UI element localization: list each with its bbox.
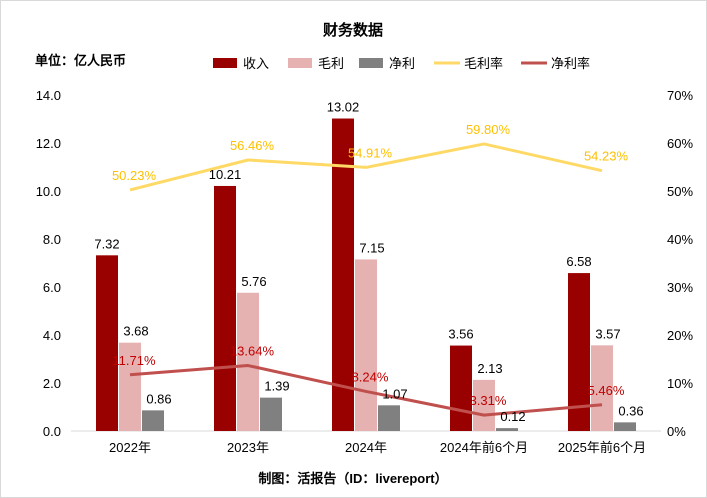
bar-净利 [142, 410, 164, 431]
bar-label-毛利: 2.13 [477, 361, 502, 376]
y-right-tick: 70% [667, 88, 693, 103]
y-left-tick: 10.0 [36, 184, 61, 199]
bar-label-收入: 6.58 [566, 254, 591, 269]
line-label-净利率: 11.71% [112, 353, 156, 368]
line-label-毛利率: 54.91% [348, 145, 393, 160]
line-label-净利率: 13.64% [230, 344, 275, 359]
line-label-毛利率: 54.23% [584, 149, 629, 164]
bar-label-毛利: 3.57 [595, 326, 620, 341]
line-label-毛利率: 50.23% [112, 168, 157, 183]
y-left-tick: 6.0 [43, 280, 61, 295]
bar-净利 [496, 428, 518, 431]
legend-label-毛利率: 毛利率 [464, 56, 503, 71]
bar-净利 [614, 422, 636, 431]
bar-净利 [260, 397, 282, 431]
bar-毛利 [119, 342, 141, 431]
line-毛利率 [129, 142, 603, 192]
bar-label-净利: 1.07 [382, 386, 407, 401]
y-right-tick: 40% [667, 232, 693, 247]
bar-label-收入: 7.32 [94, 236, 119, 251]
bar-收入 [214, 185, 236, 431]
line-净利率 [129, 364, 603, 417]
line-label-净利率: 8.24% [352, 369, 389, 384]
bar-label-净利: 0.12 [500, 409, 525, 424]
line-label-净利率: 5.46% [588, 383, 625, 398]
bar-收入 [450, 345, 472, 431]
y-left-tick: 0.0 [43, 424, 61, 439]
bar-毛利 [591, 345, 613, 431]
bar-毛利 [473, 379, 495, 431]
bar-净利 [378, 405, 400, 431]
legend-label-净利: 净利 [389, 56, 415, 71]
bar-收入 [568, 273, 590, 431]
legend-swatch-收入 [213, 58, 237, 68]
y-left-tick: 2.0 [43, 376, 61, 391]
data-labels: 7.32 10.21 13.02 3.56 6.58 3.68 5.76 7.15 2.13 3.… [94, 100, 643, 425]
bar-毛利 [355, 259, 377, 431]
legend-label-毛利: 毛利 [318, 56, 344, 71]
bar-label-净利: 0.86 [146, 391, 171, 406]
y-right-tick: 0% [667, 424, 686, 439]
bar-label-收入: 10.21 [209, 167, 242, 182]
bar-收入 [96, 255, 118, 431]
x-tick: 2024年前6个月 [440, 440, 528, 455]
chart-footer: 制图：活报告（ID：livereport） [258, 471, 447, 486]
bar-收入 [332, 118, 354, 432]
legend-swatch-毛利 [288, 58, 312, 68]
legend-label-净利率: 净利率 [551, 56, 590, 71]
line-label-毛利率: 59.80% [466, 122, 511, 137]
bar-label-毛利: 3.68 [123, 324, 148, 339]
bar-label-收入: 3.56 [448, 327, 473, 342]
y-right-tick: 20% [667, 328, 693, 343]
y-right-tick: 60% [667, 136, 693, 151]
chart-title: 财务数据 [323, 21, 383, 39]
axes: 0.0 2.0 4.0 6.0 8.0 10.0 12.0 14.0 0% 10% 20% 30% 40… [36, 88, 694, 455]
x-tick: 2025年前6个月 [558, 440, 646, 455]
legend-swatch-净利 [359, 58, 383, 68]
y-left-tick: 14.0 [36, 88, 61, 103]
bar-label-净利: 0.36 [618, 403, 643, 418]
y-right-tick: 10% [667, 376, 693, 391]
y-right-tick: 50% [667, 184, 693, 199]
x-tick: 2024年 [345, 440, 387, 455]
y-right-tick: 30% [667, 280, 693, 295]
bar-label-毛利: 7.15 [359, 240, 384, 255]
legend-label-收入: 收入 [243, 56, 269, 71]
x-tick: 2023年 [227, 440, 269, 455]
legend: 收入 毛利 净利 毛利率 净利率 [213, 56, 590, 71]
y-left-tick: 12.0 [36, 136, 61, 151]
lines [129, 142, 603, 417]
bars [96, 118, 636, 432]
unit-label: 单位：亿人民币 [35, 53, 126, 68]
bar-毛利 [237, 292, 259, 431]
line-label-净利率: 3.31% [470, 393, 507, 408]
y-left-tick: 8.0 [43, 232, 61, 247]
bar-label-净利: 1.39 [264, 379, 289, 394]
line-label-毛利率: 56.46% [230, 138, 275, 153]
x-tick: 2022年 [109, 440, 151, 455]
bar-label-收入: 13.02 [327, 100, 360, 115]
bar-label-毛利: 5.76 [241, 274, 266, 289]
y-left-tick: 4.0 [43, 328, 61, 343]
